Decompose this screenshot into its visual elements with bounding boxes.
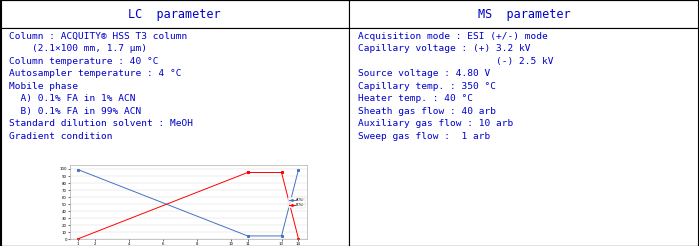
B(%) bbox=[278, 171, 286, 174]
B(%) bbox=[74, 237, 82, 240]
A(%) bbox=[294, 168, 303, 171]
A(%) bbox=[74, 168, 82, 171]
B(%) bbox=[243, 171, 252, 174]
Text: LC  parameter: LC parameter bbox=[128, 8, 221, 21]
Line: A(%): A(%) bbox=[78, 169, 299, 237]
Text: Acquisition mode : ESI (+/-) mode
Capillary voltage : (+) 3.2 kV
               : Acquisition mode : ESI (+/-) mode Capill… bbox=[358, 31, 553, 140]
Legend: A(%), B(%): A(%), B(%) bbox=[289, 197, 305, 208]
A(%) bbox=[243, 234, 252, 237]
Text: Column : ACQUITY® HSS T3 column
    (2.1×100 mm, 1.7 μm)
Column temperature : 40: Column : ACQUITY® HSS T3 column (2.1×100… bbox=[8, 31, 193, 140]
Line: B(%): B(%) bbox=[78, 172, 299, 240]
B(%) bbox=[294, 237, 303, 240]
A(%) bbox=[278, 234, 286, 237]
Text: MS  parameter: MS parameter bbox=[477, 8, 570, 21]
B(%) bbox=[243, 171, 252, 174]
